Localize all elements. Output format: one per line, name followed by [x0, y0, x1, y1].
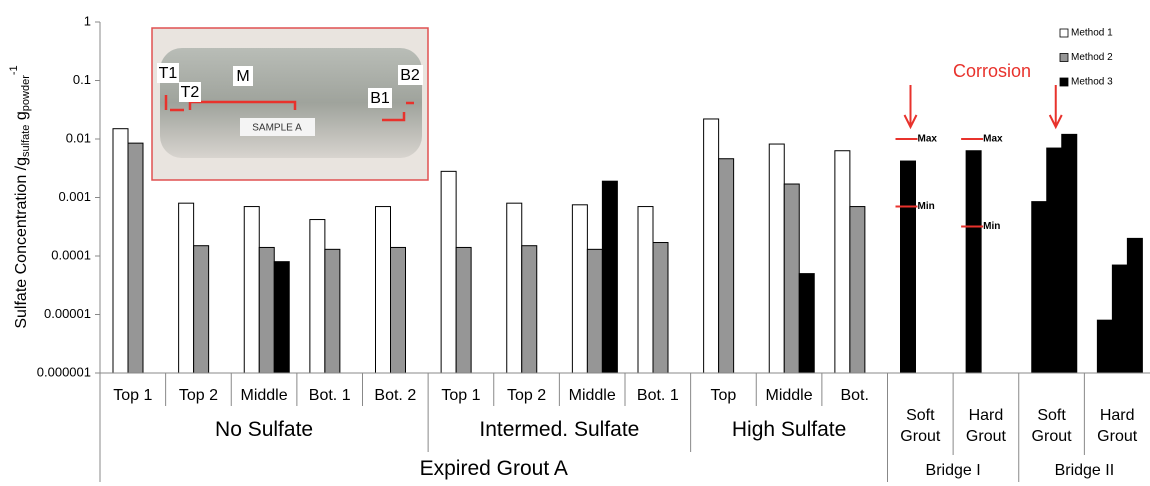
- y-tick-label: 0.001: [58, 189, 91, 204]
- inset-label: B2: [400, 67, 420, 84]
- y-tick-label: 1: [84, 13, 91, 28]
- y-axis-label: Sulfate Concentration /gsulfate gpowder-…: [8, 65, 32, 328]
- bar: [601, 180, 618, 374]
- y-tick-label: 0.01: [66, 130, 91, 145]
- arrow: [903, 85, 918, 130]
- x-tick-label: Middle: [240, 387, 288, 404]
- legend-label: Method 2: [1071, 52, 1113, 63]
- x-tick-label: Top 2: [506, 387, 547, 404]
- x-tick-label: Top 1: [113, 387, 153, 404]
- y-tick-label: 0.0001: [51, 247, 91, 262]
- x-tick-label: Bot.: [840, 387, 869, 404]
- x-tick-label: Hard Grout: [1097, 407, 1138, 445]
- bar: [258, 246, 275, 374]
- bar: [834, 150, 851, 374]
- inset-label-box: [233, 66, 253, 86]
- bar: [1096, 319, 1113, 374]
- inset-label-box: [398, 65, 423, 85]
- bar: [571, 204, 588, 374]
- bar: [1046, 147, 1063, 374]
- bar: [703, 118, 720, 374]
- group-label: High Sulfate: [731, 418, 847, 441]
- inset-label: B1: [370, 90, 390, 107]
- bar: [375, 206, 391, 374]
- inset-brace: [164, 95, 414, 122]
- bar: [718, 158, 735, 374]
- x-tick-label: Top: [710, 387, 737, 404]
- bar: [768, 143, 785, 374]
- group-label: No Sulfate: [215, 418, 314, 441]
- y-label-text: Sulfate Concentration /g: [13, 157, 30, 329]
- range-marker-label: Max: [918, 134, 938, 145]
- bar: [783, 183, 800, 374]
- group-label: Intermed. Sulfate: [479, 418, 640, 441]
- inset-label: T1: [159, 65, 178, 82]
- x-tick-label: Top 1: [441, 387, 481, 404]
- y-tick-label: 0.000001: [37, 364, 91, 379]
- bar: [324, 248, 341, 374]
- y-label-text: g: [13, 111, 30, 124]
- inset-label: M: [236, 68, 249, 85]
- bar: [193, 245, 210, 374]
- legend-label: Method 3: [1071, 77, 1113, 88]
- x-tick-label: Soft Grout: [1031, 407, 1072, 445]
- bar: [1061, 133, 1078, 374]
- legend-swatch: [1059, 53, 1069, 62]
- bar: [390, 246, 406, 374]
- section-label: Bridge I: [925, 462, 981, 479]
- inset-label-box: [179, 82, 201, 102]
- bar: [455, 246, 472, 374]
- x-tick-label: Middle: [765, 387, 813, 404]
- bar: [652, 242, 669, 374]
- y-tick-label: 0.1: [73, 72, 91, 87]
- y-tick-label: 0.00001: [44, 306, 91, 321]
- section-label: Bridge II: [1054, 462, 1115, 479]
- inset-tag: [240, 118, 315, 136]
- bar: [273, 261, 290, 374]
- range-marker-label: Max: [983, 134, 1003, 145]
- y-label-sub: sulfate: [20, 125, 32, 157]
- bar: [586, 248, 603, 374]
- section-label: Expired Grout A: [419, 457, 568, 480]
- bar: [965, 150, 982, 374]
- inset-label-box: [157, 63, 179, 83]
- range-marker-label: Min: [918, 201, 935, 212]
- bar: [521, 245, 538, 374]
- y-label-sup: -1: [8, 65, 20, 75]
- range-marker-label: Min: [983, 221, 1000, 232]
- bar: [112, 128, 129, 374]
- bar: [243, 206, 260, 374]
- bar: [900, 160, 916, 374]
- bar: [637, 206, 654, 374]
- legend-swatch: [1059, 77, 1069, 87]
- inset-photo: SAMPLE A T1 T2 M B1 B2: [151, 27, 429, 181]
- inset-tag-text: SAMPLE A: [252, 123, 302, 134]
- x-tick-label: Bot. 1: [308, 387, 351, 404]
- bar: [1031, 201, 1048, 374]
- bar: [178, 202, 195, 374]
- bar: [849, 206, 866, 374]
- annotation: Corrosion: [953, 61, 1031, 81]
- bar: [1126, 237, 1143, 374]
- x-tick-label: Soft Grout: [900, 407, 941, 445]
- bar: [309, 219, 326, 374]
- legend-label: Method 1: [1071, 28, 1113, 39]
- legend-swatch: [1059, 28, 1069, 38]
- bar: [798, 273, 815, 374]
- x-tick-label: Hard Grout: [965, 407, 1006, 445]
- x-tick-label: Middle: [568, 387, 616, 404]
- bar: [506, 202, 523, 374]
- y-label-sub: powder: [20, 75, 32, 111]
- x-tick-label: Bot. 1: [636, 387, 679, 404]
- bar: [127, 142, 144, 374]
- x-tick-label: Top 2: [178, 387, 218, 404]
- x-tick-label: Bot. 2: [374, 387, 417, 404]
- inset-label: T2: [181, 84, 200, 101]
- bar: [440, 170, 457, 374]
- bar: [1111, 264, 1128, 374]
- inset-label-box: [368, 88, 392, 108]
- arrow: [1048, 85, 1063, 130]
